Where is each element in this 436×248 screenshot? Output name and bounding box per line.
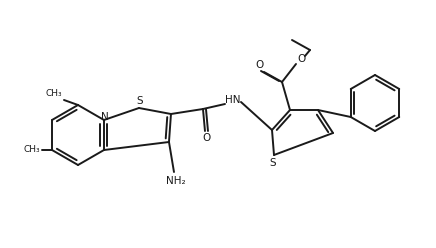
Text: N: N: [101, 112, 109, 122]
Text: HN: HN: [225, 95, 241, 105]
Text: S: S: [270, 158, 276, 168]
Text: O: O: [297, 54, 305, 64]
Text: S: S: [136, 96, 143, 106]
Text: CH₃: CH₃: [24, 146, 41, 155]
Text: O: O: [203, 133, 211, 143]
Text: CH₃: CH₃: [46, 90, 62, 98]
Text: O: O: [255, 60, 263, 70]
Text: NH₂: NH₂: [166, 176, 186, 186]
